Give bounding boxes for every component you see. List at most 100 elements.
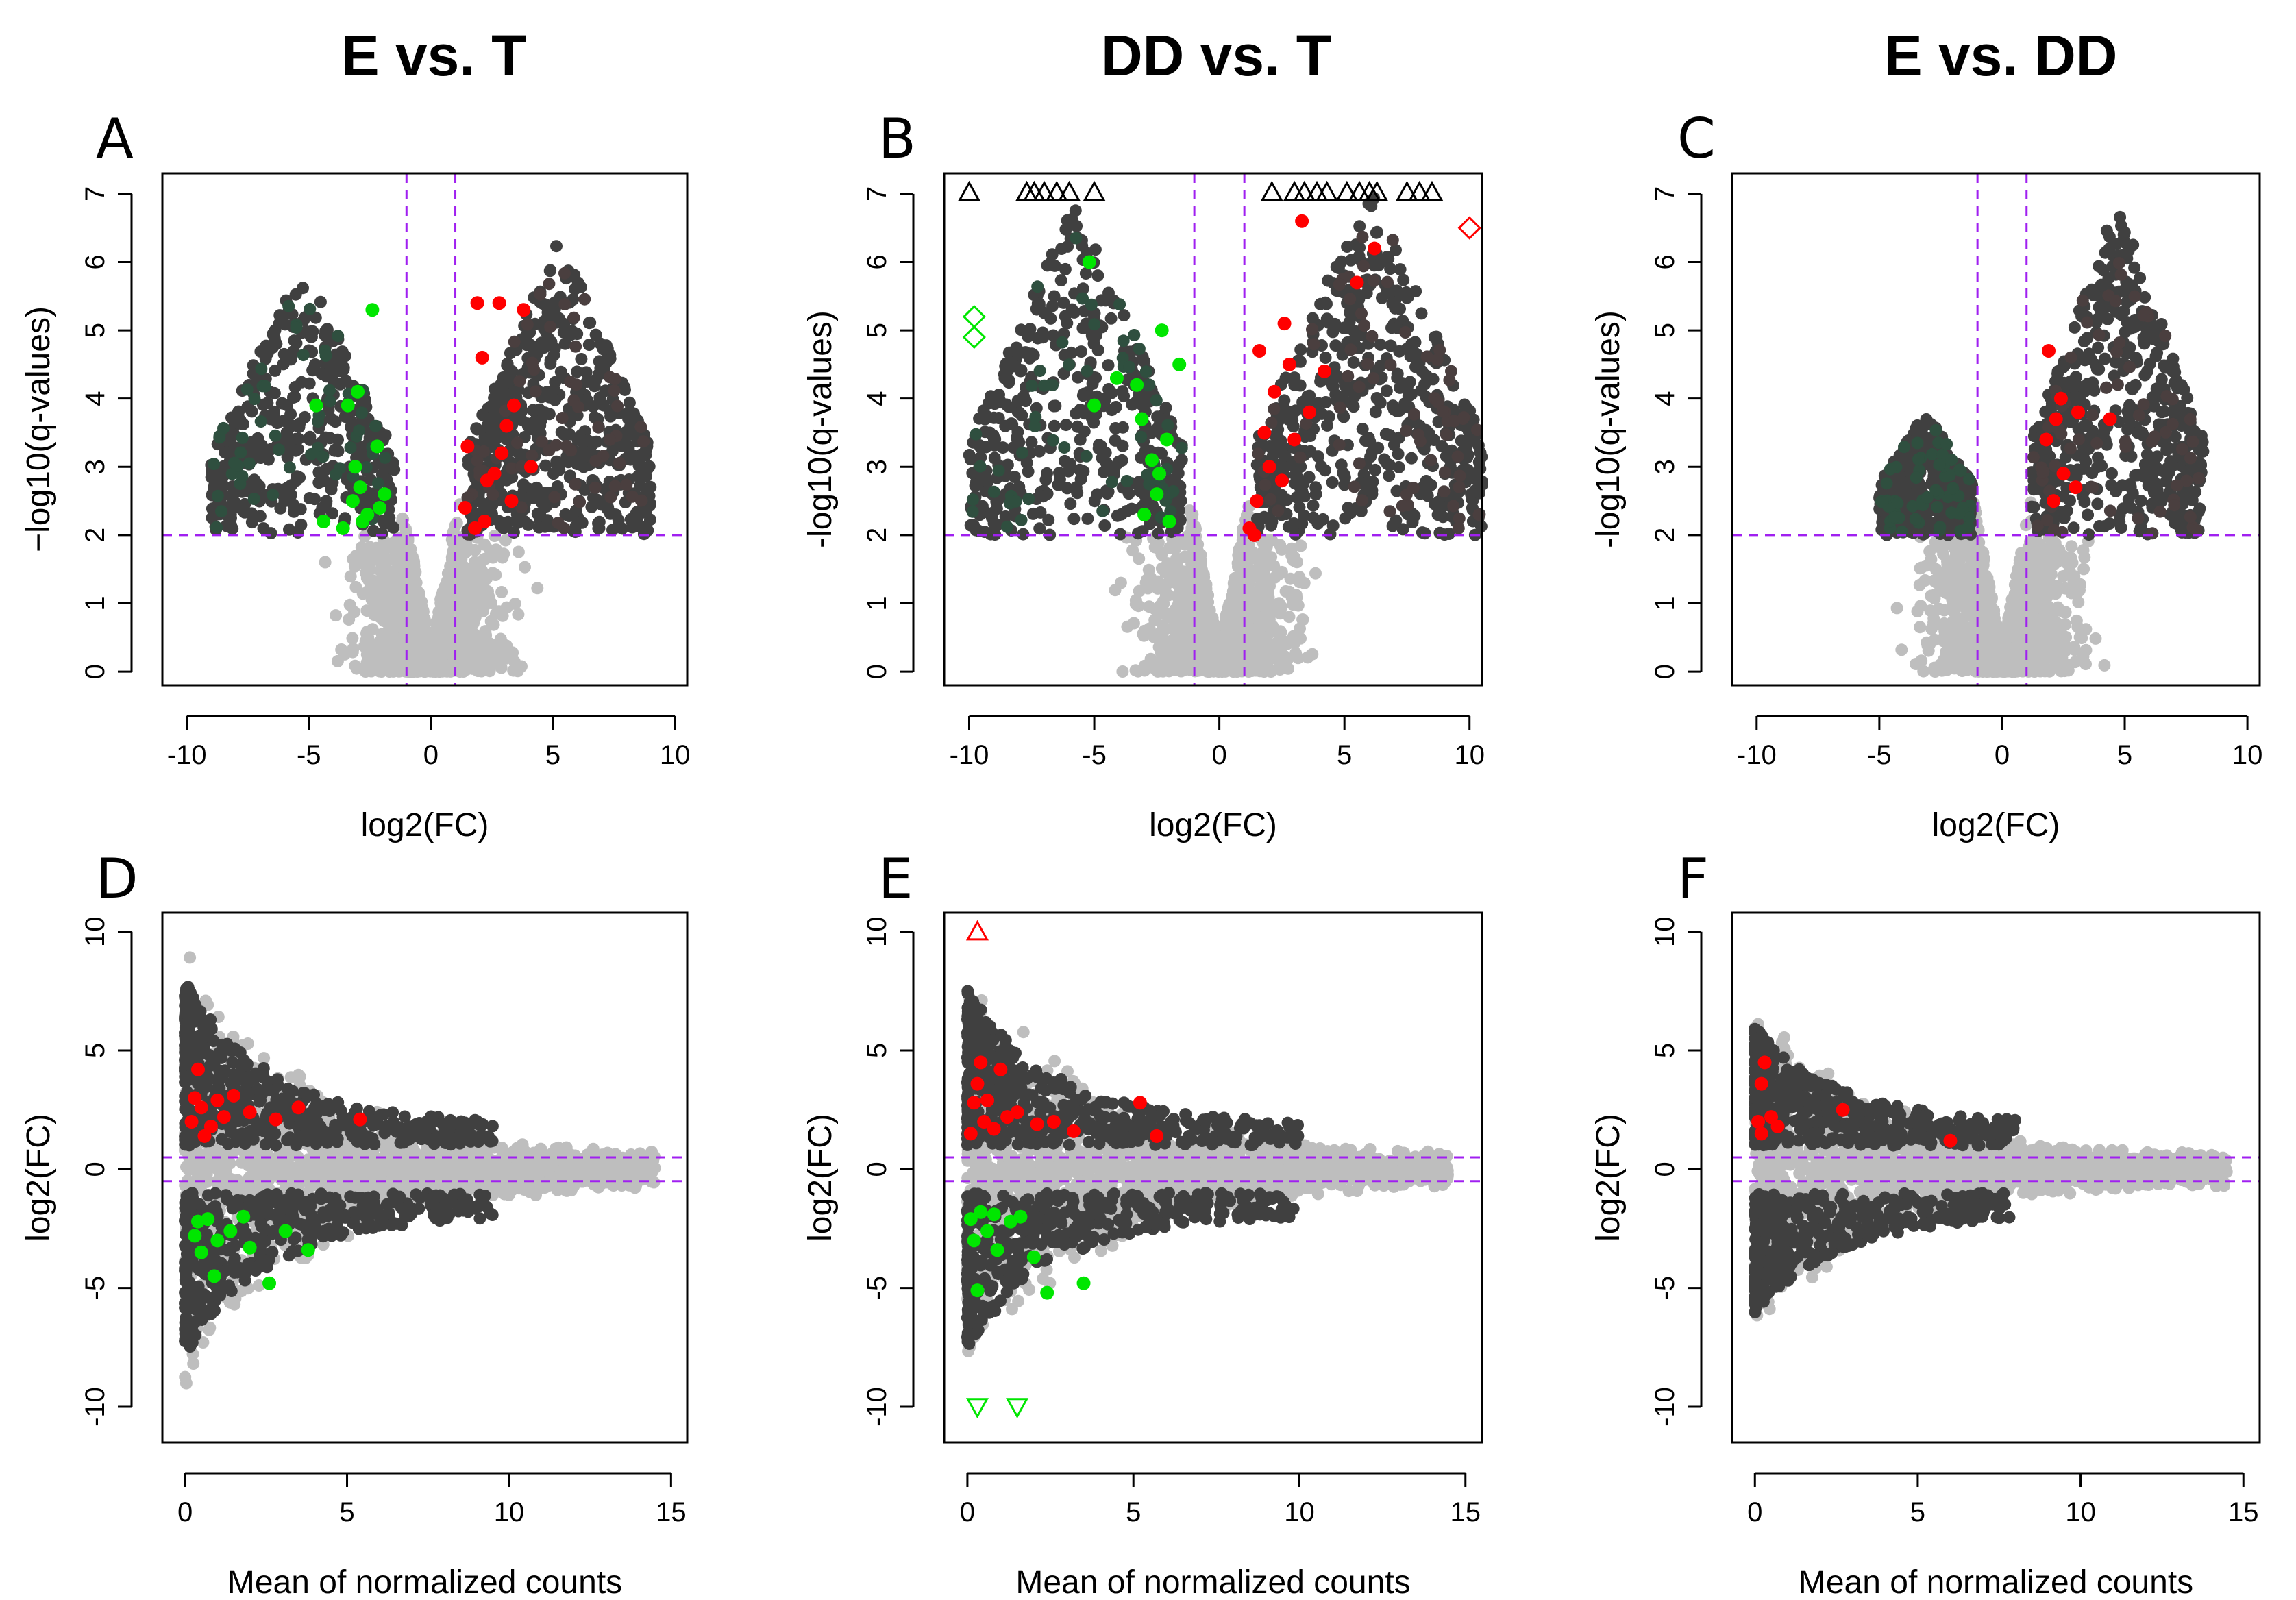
data-point-not-significant bbox=[519, 561, 531, 574]
data-point-significant-up bbox=[1333, 401, 1346, 414]
data-point-significant bbox=[1048, 259, 1061, 272]
data-point-significant bbox=[544, 357, 557, 370]
data-point-significant-up bbox=[1367, 372, 1380, 385]
data-point-significant bbox=[1388, 517, 1401, 529]
data-point-not-significant bbox=[507, 664, 520, 677]
data-point-significant bbox=[569, 282, 582, 295]
data-point-significant-up bbox=[511, 436, 523, 450]
y-tick-label: 4 bbox=[862, 391, 892, 406]
data-point-significant bbox=[1013, 406, 1026, 419]
data-point-significant bbox=[1059, 262, 1072, 275]
data-point-not-significant bbox=[1229, 641, 1242, 654]
data-point-significant bbox=[1385, 321, 1398, 334]
data-point-highlight-down bbox=[356, 514, 370, 528]
data-point-significant bbox=[1104, 312, 1118, 325]
data-point-significant bbox=[1067, 513, 1081, 526]
data-point-significant-down bbox=[344, 441, 357, 454]
data-point-significant-down bbox=[974, 460, 987, 473]
data-point-highlight-down bbox=[1135, 412, 1149, 426]
data-point-significant bbox=[1338, 471, 1351, 484]
y-axis-label: −log10(q-values) bbox=[21, 306, 57, 552]
data-point-significant bbox=[1278, 394, 1291, 407]
data-point-significant bbox=[632, 470, 645, 483]
data-point-not-significant bbox=[1109, 584, 1122, 597]
data-point-significant-up bbox=[471, 454, 484, 467]
data-point-significant-down bbox=[1133, 343, 1146, 356]
data-point-highlight-up bbox=[1282, 357, 1296, 371]
x-tick-label: 5 bbox=[1337, 740, 1352, 770]
data-point-significant bbox=[1152, 527, 1165, 540]
data-point-significant-down bbox=[1001, 520, 1013, 533]
data-point-significant bbox=[219, 446, 232, 459]
data-point-significant-up bbox=[569, 340, 582, 353]
marker-triangle-up bbox=[1083, 180, 1106, 201]
data-point-highlight-up bbox=[1287, 432, 1302, 447]
data-point-highlight-up bbox=[517, 303, 531, 317]
data-point-highlight-up bbox=[523, 460, 538, 474]
data-point-not-significant bbox=[359, 664, 372, 677]
data-point-not-significant bbox=[478, 538, 491, 551]
data-point-not-significant bbox=[380, 582, 393, 595]
data-point-significant bbox=[988, 452, 1001, 465]
data-point-significant bbox=[619, 437, 632, 450]
data-point-not-significant bbox=[1259, 654, 1272, 667]
data-point-significant-up bbox=[543, 278, 556, 291]
data-point-significant bbox=[289, 444, 302, 457]
data-point-significant-down bbox=[332, 330, 345, 343]
data-point-significant bbox=[1057, 296, 1070, 309]
data-point-not-significant bbox=[1132, 665, 1144, 678]
data-point-not-significant bbox=[1283, 585, 1296, 598]
data-point-significant bbox=[1044, 312, 1057, 325]
data-point-significant-down bbox=[234, 446, 247, 459]
data-point-significant-up bbox=[1424, 454, 1437, 467]
data-point-significant bbox=[328, 443, 341, 456]
data-point-not-significant bbox=[1155, 548, 1168, 561]
data-point-significant bbox=[375, 527, 388, 540]
data-point-significant bbox=[1010, 341, 1023, 354]
data-point-highlight-up bbox=[1252, 343, 1267, 358]
data-point-significant bbox=[327, 360, 339, 373]
data-point-significant bbox=[1034, 489, 1047, 502]
data-point-significant bbox=[1314, 297, 1327, 310]
data-point-significant bbox=[964, 519, 977, 532]
data-point-significant bbox=[998, 368, 1011, 381]
data-point-significant-up bbox=[635, 494, 648, 507]
data-point-significant bbox=[1347, 356, 1360, 369]
data-point-significant-down bbox=[355, 406, 368, 419]
data-point-significant-up bbox=[572, 400, 585, 413]
data-point-significant bbox=[1113, 455, 1125, 468]
data-point-significant-down bbox=[213, 430, 226, 443]
data-point-significant-up bbox=[1451, 450, 1464, 463]
data-point-significant-down bbox=[211, 489, 224, 502]
data-point-significant-up bbox=[1294, 451, 1307, 464]
data-point-highlight-up bbox=[487, 467, 502, 481]
data-point-significant-up bbox=[1252, 447, 1265, 460]
data-point-highlight-down bbox=[336, 521, 350, 535]
data-point-significant bbox=[1070, 219, 1083, 232]
data-point-significant-down bbox=[1080, 450, 1093, 463]
data-point-significant bbox=[571, 365, 584, 378]
data-point-significant-up bbox=[1400, 424, 1413, 437]
y-tick-label: 7 bbox=[80, 186, 110, 201]
data-point-significant bbox=[470, 422, 483, 435]
data-point-not-significant bbox=[495, 661, 508, 674]
panel-letter: A bbox=[96, 107, 134, 171]
data-point-highlight-up bbox=[1350, 275, 1364, 290]
data-point-significant bbox=[248, 473, 261, 487]
data-point-not-significant bbox=[388, 595, 402, 608]
data-point-significant-down bbox=[378, 451, 391, 464]
data-point-significant bbox=[594, 356, 607, 369]
data-point-significant bbox=[1039, 473, 1052, 487]
data-point-not-significant bbox=[365, 593, 378, 606]
data-point-not-significant bbox=[1293, 571, 1306, 584]
data-point-significant-down bbox=[267, 489, 280, 502]
volcano-plot-c: C-10 -5 0 5 10log2(FC)01234567-log10(q-value… bbox=[1590, 107, 2262, 844]
data-point-significant-down bbox=[1046, 434, 1059, 447]
data-point-significant-up bbox=[558, 267, 571, 280]
data-point-not-significant bbox=[1129, 598, 1142, 611]
data-point-not-significant bbox=[391, 569, 404, 582]
data-point-significant-up bbox=[1361, 358, 1374, 370]
data-point-not-significant bbox=[1275, 565, 1288, 578]
data-point-significant-up bbox=[608, 373, 621, 385]
data-point-significant bbox=[632, 459, 645, 472]
